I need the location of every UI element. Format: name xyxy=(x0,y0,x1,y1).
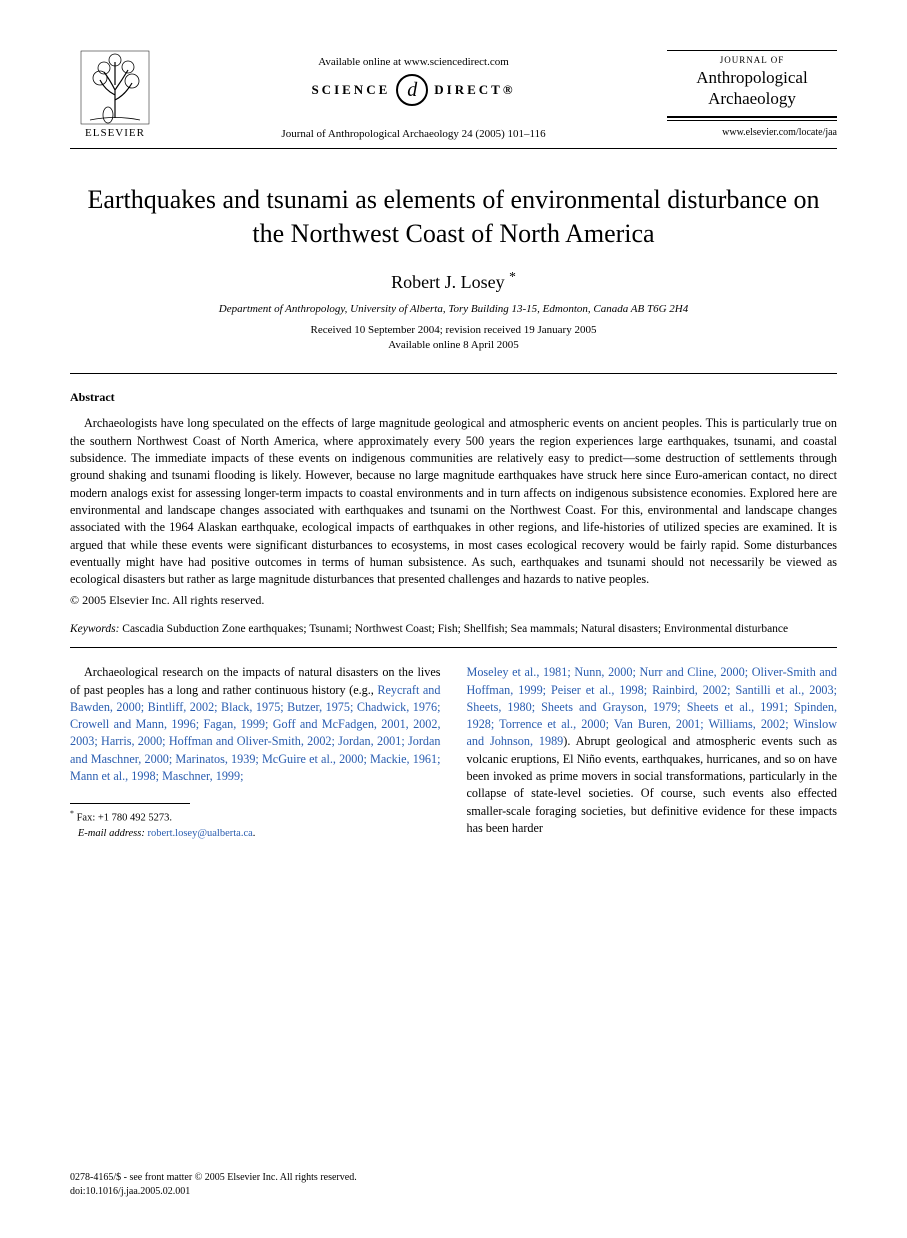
divider xyxy=(667,116,837,118)
abstract-text: Archaeologists have long speculated on t… xyxy=(70,415,837,588)
abstract-heading: Abstract xyxy=(70,390,837,405)
body-paragraph: Moseley et al., 1981; Nunn, 2000; Nurr a… xyxy=(467,664,838,837)
fax-label: Fax: xyxy=(77,813,96,824)
footnote-fax: * Fax: +1 780 492 5273. xyxy=(70,808,441,826)
divider xyxy=(70,803,190,804)
email-link[interactable]: robert.losey@ualberta.ca xyxy=(145,828,253,839)
body-columns: Archaeological research on the impacts o… xyxy=(70,664,837,841)
author-name: Robert J. Losey xyxy=(391,272,504,292)
abstract-copyright: © 2005 Elsevier Inc. All rights reserved… xyxy=(70,593,837,608)
author-line: Robert J. Losey * xyxy=(70,269,837,293)
sd-text-left: SCIENCE xyxy=(311,82,390,98)
divider xyxy=(70,647,837,648)
divider xyxy=(70,373,837,374)
footer-doi: doi:10.1016/j.jaa.2005.02.001 xyxy=(70,1185,837,1199)
page-header: ELSEVIER Available online at www.science… xyxy=(70,50,837,140)
body-continuation: ). Abrupt geological and atmospheric eve… xyxy=(467,734,838,835)
divider xyxy=(667,120,837,121)
journal-name: Anthropological Archaeology xyxy=(667,67,837,110)
fax-number: +1 780 492 5273. xyxy=(95,813,172,824)
sd-text-right: DIRECT® xyxy=(434,82,515,98)
keywords-line: Keywords: Cascadia Subduction Zone earth… xyxy=(70,622,837,638)
dates-received: Received 10 September 2004; revision rec… xyxy=(311,324,597,336)
footer-copyright: 0278-4165/$ - see front matter © 2005 El… xyxy=(70,1171,837,1185)
elsevier-tree-icon xyxy=(80,50,150,125)
corresponding-mark: * xyxy=(509,269,516,284)
citation-link[interactable]: Reycraft and Bawden, 2000; Bintliff, 200… xyxy=(70,683,441,784)
body-paragraph: Archaeological research on the impacts o… xyxy=(70,664,441,785)
dates-online: Available online 8 April 2005 xyxy=(388,339,519,351)
journal-name-line1: Anthropological xyxy=(696,68,807,87)
sd-circle-icon: d xyxy=(396,74,428,106)
publisher-name: ELSEVIER xyxy=(85,127,145,139)
journal-url[interactable]: www.elsevier.com/locate/jaa xyxy=(667,127,837,138)
journal-of-label: JOURNAL OF xyxy=(667,55,837,65)
sciencedirect-logo: SCIENCE d DIRECT® xyxy=(311,74,515,106)
journal-reference: Journal of Anthropological Archaeology 2… xyxy=(281,128,545,140)
article-title: Earthquakes and tsunami as elements of e… xyxy=(70,183,837,251)
keywords-label: Keywords: xyxy=(70,623,119,635)
article-dates: Received 10 September 2004; revision rec… xyxy=(70,323,837,354)
journal-name-line2: Archaeology xyxy=(708,89,796,108)
available-online-text: Available online at www.sciencedirect.co… xyxy=(318,56,509,68)
footnote-email: E-mail address: robert.losey@ualberta.ca… xyxy=(70,827,441,842)
footnote-block: * Fax: +1 780 492 5273. E-mail address: … xyxy=(70,808,441,841)
divider xyxy=(70,148,837,149)
email-label: E-mail address: xyxy=(78,828,145,839)
page-footer: 0278-4165/$ - see front matter © 2005 El… xyxy=(70,1171,837,1198)
column-right: Moseley et al., 1981; Nunn, 2000; Nurr a… xyxy=(467,664,838,841)
affiliation: Department of Anthropology, University o… xyxy=(70,303,837,315)
keywords-text: Cascadia Subduction Zone earthquakes; Ts… xyxy=(119,623,788,635)
publisher-block: ELSEVIER xyxy=(70,50,160,139)
journal-title-block: JOURNAL OF Anthropological Archaeology w… xyxy=(667,50,837,138)
column-left: Archaeological research on the impacts o… xyxy=(70,664,441,841)
header-center: Available online at www.sciencedirect.co… xyxy=(160,50,667,140)
